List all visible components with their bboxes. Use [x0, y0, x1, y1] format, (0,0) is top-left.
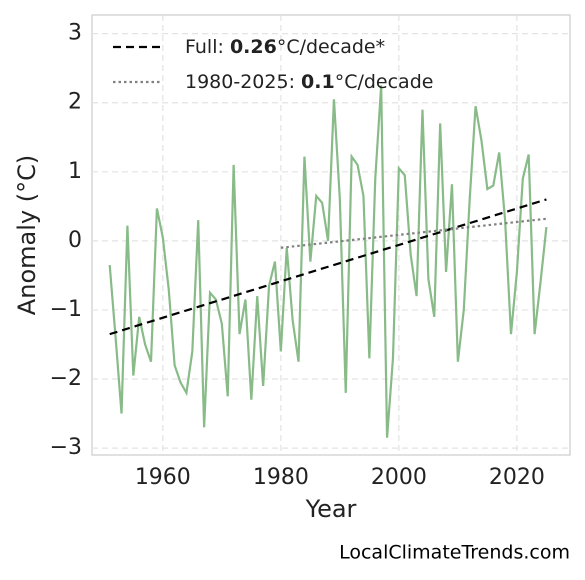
legend-label-part: °C/decade* [277, 36, 385, 58]
plot-frame [91, 14, 571, 456]
x-tick-label: 1980 [253, 465, 309, 490]
x-tick-label: 2000 [371, 465, 427, 490]
y-tick-label: 2 [68, 90, 82, 115]
y-tick-label: −1 [50, 297, 82, 322]
series-line [280, 217, 547, 249]
y-tick-label: −3 [50, 435, 82, 460]
legend-label-part: 0.26 [230, 36, 277, 58]
legend-label: Full: 0.26°C/decade* [185, 36, 385, 58]
x-axis-title: Year [305, 495, 357, 523]
series-line [108, 85, 548, 438]
y-axis-title: Anomaly (°C) [13, 155, 41, 315]
x-tick-label: 1960 [135, 465, 191, 490]
series-line [109, 198, 547, 336]
y-tick-label: 3 [68, 21, 82, 46]
legend-label-part: Full: [185, 36, 230, 58]
y-tick-label: −2 [50, 366, 82, 391]
y-tick-label: 1 [68, 159, 82, 184]
legend-label-part: 0.1 [301, 71, 335, 93]
x-tick-label: 2020 [489, 465, 545, 490]
footer: LocalClimateTrends.com [339, 542, 570, 564]
legend-label-part: °C/decade [335, 71, 434, 93]
legend-label-part: 1980-2025: [185, 71, 301, 93]
legend-label: 1980-2025: 0.1°C/decade [185, 71, 433, 93]
y-tick-label: 0 [68, 228, 82, 253]
